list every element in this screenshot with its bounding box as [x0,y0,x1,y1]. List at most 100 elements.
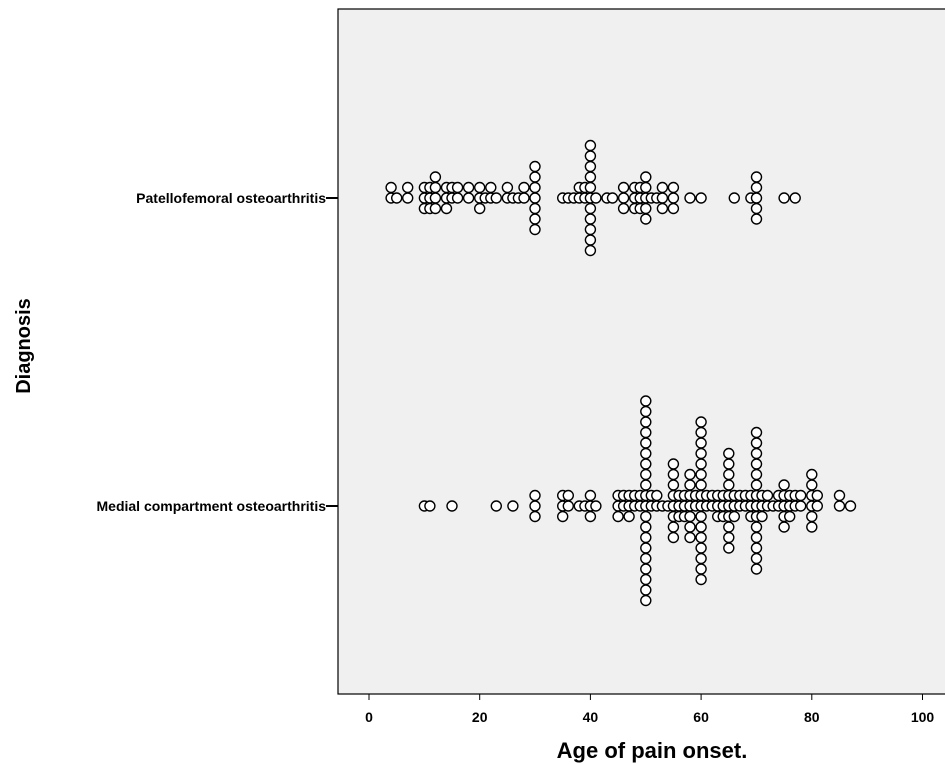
data-point [529,213,541,225]
data-point [640,573,652,586]
data-point [640,416,652,428]
x-tick-label: 60 [693,709,709,725]
data-point [617,202,630,215]
data-point [429,202,442,215]
x-tick-label: 80 [804,709,820,725]
data-point [695,542,707,554]
x-tick-label: 40 [583,709,599,725]
data-point [656,181,669,194]
data-point [451,192,464,204]
data-point [529,160,541,173]
data-point [667,458,680,470]
data-point [562,489,574,502]
data-point [811,500,823,512]
data-point [485,181,497,194]
data-point [490,192,502,204]
data-point [684,479,696,491]
data-point [667,521,680,533]
data-point [651,489,663,502]
data-point [640,521,652,533]
data-point [584,234,597,246]
data-point [806,479,818,491]
data-point [584,150,597,162]
data-point [584,139,597,152]
data-point [695,552,707,565]
data-point [462,192,475,204]
x-tick-label: 100 [911,709,935,725]
y-category-label: Patellofemoral osteoarthritis [136,190,326,206]
data-point [584,223,597,236]
data-point [640,458,652,470]
data-point [695,458,707,470]
data-point [695,447,707,460]
data-point [778,521,790,533]
data-point [667,468,680,481]
data-point [684,510,696,523]
data-point [695,192,707,204]
data-point [750,447,763,460]
data-point [750,563,763,575]
data-point [833,500,846,512]
data-point [723,531,735,544]
data-point [695,563,707,575]
data-point [695,426,707,439]
data-point [750,479,763,491]
x-axis: 0 20 40 60 80 100 [365,694,934,725]
y-category-label: Medial compartment osteoarthritis [97,498,327,514]
data-point [684,468,696,481]
data-point [656,202,669,215]
data-point [385,181,397,194]
data-point [695,531,707,544]
data-point [640,563,652,575]
data-point [529,171,541,183]
data-point [656,192,669,204]
data-point [761,489,774,502]
data-point [833,489,846,502]
data-point [617,192,630,204]
y-axis-title: Diagnosis [13,298,35,394]
data-point [750,542,763,554]
data-point [640,171,652,183]
data-point [640,584,652,596]
data-point [557,510,569,523]
data-point [750,437,763,449]
data-point [695,510,707,523]
data-point [518,192,530,204]
data-point [429,181,442,194]
data-point [723,447,735,460]
data-point [562,500,574,512]
data-point [529,489,541,502]
data-point [424,500,436,512]
data-point [391,192,403,204]
data-point [723,468,735,481]
data-point [529,500,541,512]
data-point [584,510,597,523]
markers-layer [385,139,857,607]
data-point [750,531,763,544]
data-point [684,192,696,204]
data-point [474,202,486,215]
data-point [529,223,541,236]
data-point [723,479,735,491]
data-point [728,192,740,204]
data-point [795,489,807,502]
data-point [518,181,530,194]
data-point [795,500,807,512]
data-point [806,521,818,533]
data-point [695,479,707,491]
data-point [684,531,696,544]
data-point [640,510,652,523]
data-point [789,192,801,204]
data-point [723,521,735,533]
data-point [640,542,652,554]
data-point [695,437,707,449]
data-point [695,468,707,481]
data-point [844,500,857,512]
data-point [750,192,763,204]
data-point [612,510,624,523]
data-point [640,437,652,449]
data-point [462,181,475,194]
data-point [640,213,652,225]
data-point [429,192,442,204]
data-point [695,573,707,586]
